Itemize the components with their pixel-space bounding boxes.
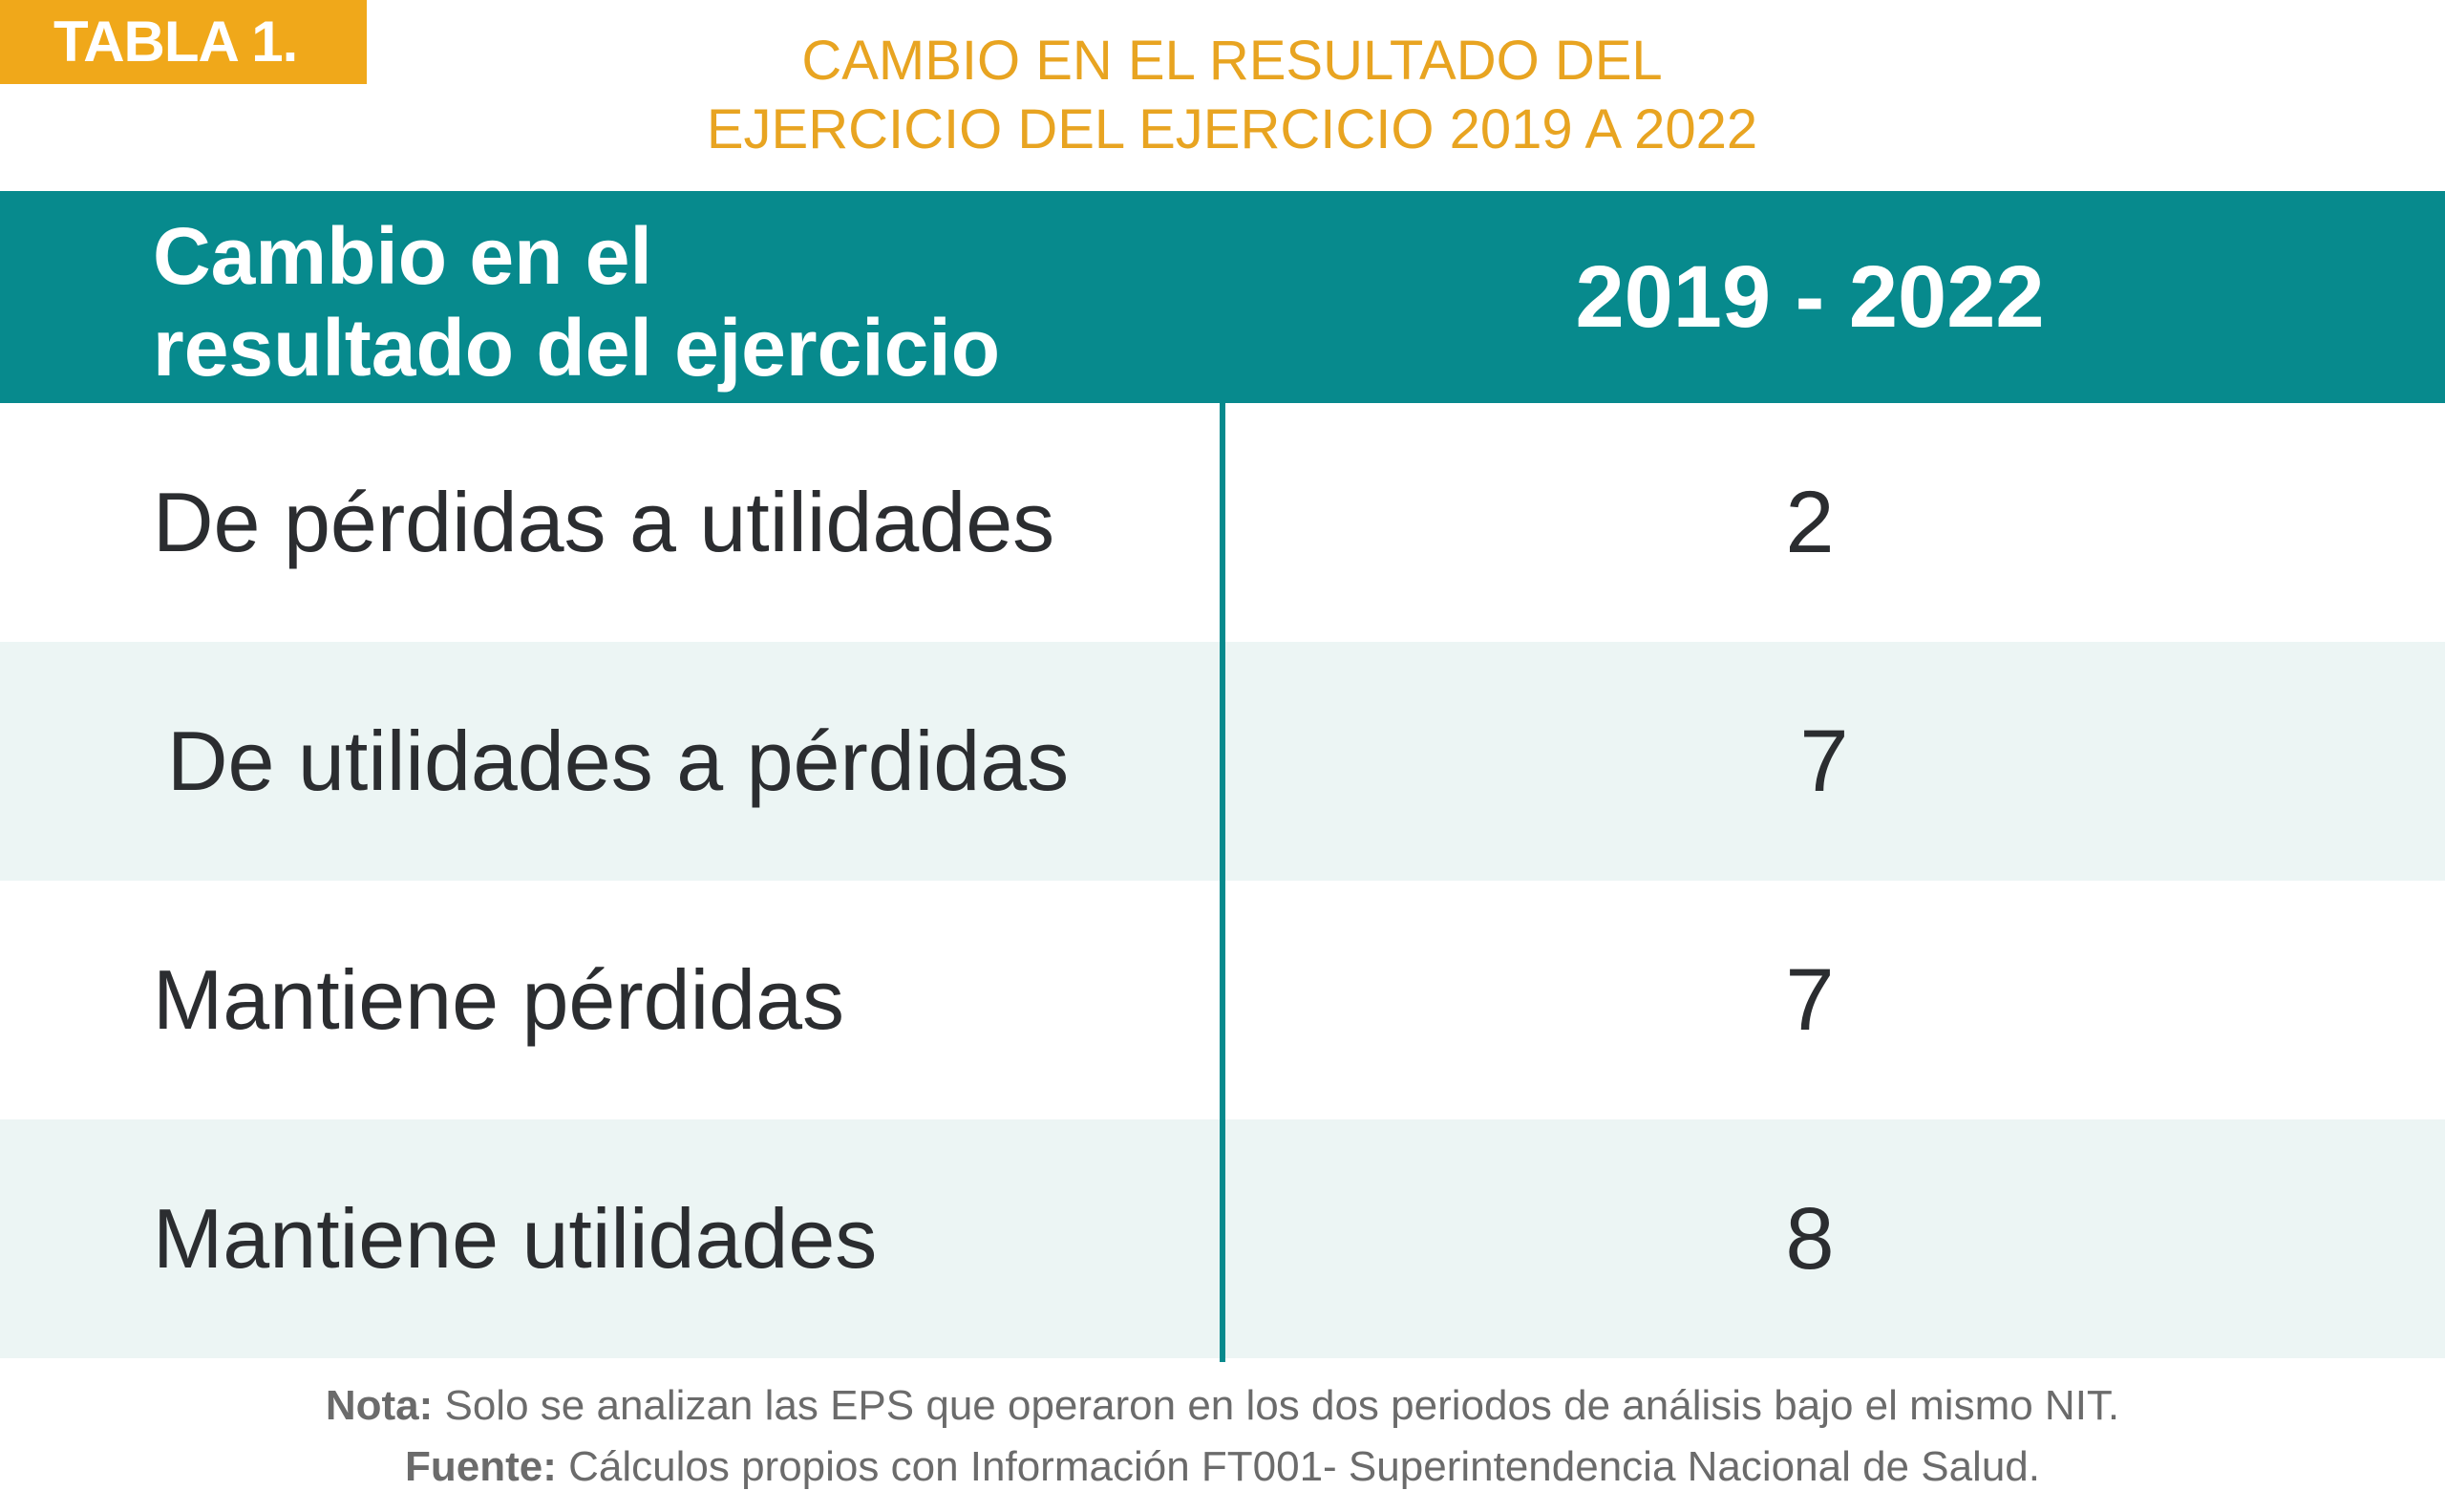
table-row: Mantiene pérdidas 7 (0, 881, 2445, 1119)
row-value: 2 (1785, 474, 1835, 571)
header-col-period: 2019 - 2022 (1575, 248, 2045, 346)
header-col-change: Cambio en el resultado del ejercicio (153, 210, 1000, 394)
table-row: De pérdidas a utilidades 2 (0, 403, 2445, 642)
row-label: Mantiene utilidades (153, 1191, 878, 1286)
note-text: Solo se analizan las EPS que operaron en… (433, 1382, 2120, 1429)
source-line: Fuente: Cálculos propios con Información… (0, 1437, 2445, 1498)
column-divider (1220, 403, 1225, 1362)
row-label: De utilidades a pérdidas (167, 713, 1070, 808)
header-col-change-line-1: Cambio en el (153, 211, 652, 301)
note-line: Nota: Solo se analizan las EPS que opera… (0, 1375, 2445, 1437)
table-header: Cambio en el resultado del ejercicio 201… (0, 191, 2445, 403)
table-tag: TABLA 1. (0, 0, 367, 84)
note-label: Nota: (325, 1382, 434, 1429)
row-value: 7 (1785, 951, 1835, 1049)
table-notes: Nota: Solo se analizan las EPS que opera… (0, 1375, 2445, 1498)
row-value: 7 (1799, 713, 1849, 810)
source-text: Cálculos propios con Información FT001- … (556, 1443, 2040, 1490)
row-label: Mantiene pérdidas (153, 952, 845, 1047)
row-value: 8 (1785, 1190, 1835, 1288)
table-title: CAMBIO EN EL RESULTADO DEL EJERCICIO DEL… (611, 27, 1853, 164)
source-label: Fuente: (405, 1443, 557, 1490)
header-col-change-line-2: resultado del ejercicio (153, 303, 1001, 393)
title-line-2: EJERCICIO DEL EJERCICIO 2019 A 2022 (706, 98, 1758, 160)
title-line-1: CAMBIO EN EL RESULTADO DEL (801, 30, 1663, 92)
row-label: De pérdidas a utilidades (153, 475, 1055, 569)
